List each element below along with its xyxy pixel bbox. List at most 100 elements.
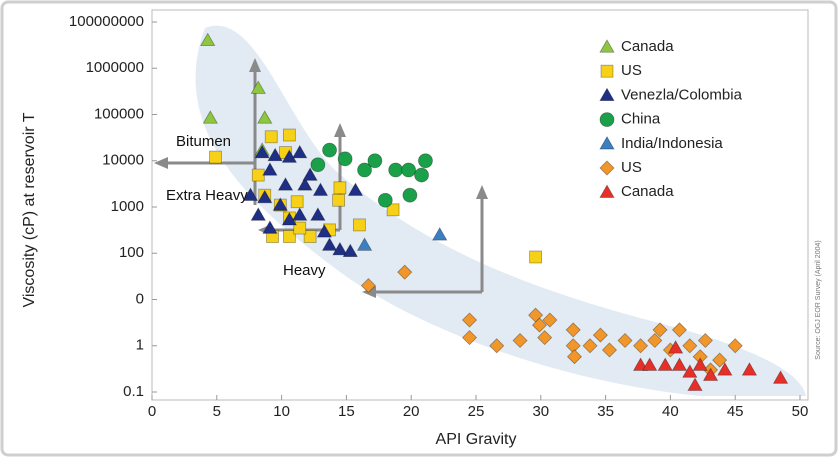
marker-square <box>529 250 543 264</box>
marker-triangle <box>202 110 219 124</box>
marker-circle <box>357 162 372 178</box>
marker-diamond <box>633 338 649 354</box>
x-tick-label: 10 <box>273 403 290 420</box>
marker-triangle <box>267 147 283 162</box>
y-tick-label: 10000 <box>102 152 144 169</box>
marker-triangle <box>682 364 698 378</box>
marker-triangle <box>297 177 313 191</box>
y-axis-title: Viscosity (cP) at reservoir T <box>21 112 38 307</box>
marker-circle <box>337 151 353 167</box>
marker-diamond <box>512 332 528 349</box>
marker-diamond <box>565 322 581 338</box>
marker-square <box>282 128 296 142</box>
marker-square <box>290 195 304 209</box>
marker-triangle <box>316 224 333 238</box>
y-tick-label: 0 <box>136 290 144 307</box>
marker-diamond <box>592 327 608 343</box>
legend-label: Canada <box>621 38 674 55</box>
marker-square <box>386 203 400 217</box>
marker-triangle <box>250 80 266 94</box>
marker-triangle <box>250 207 266 221</box>
marker-triangle <box>302 167 318 181</box>
marker-diamond <box>697 332 713 349</box>
marker-square <box>303 230 317 243</box>
marker-square <box>600 64 614 78</box>
marker-triangle <box>262 162 278 176</box>
marker-triangle <box>741 362 758 376</box>
marker-triangle <box>717 362 733 376</box>
annotation: Bitumen <box>176 133 231 150</box>
marker-circle <box>402 187 418 203</box>
marker-triangle <box>200 32 216 47</box>
legend-label: Venezla/Colombia <box>621 86 743 103</box>
x-axis-title: API Gravity <box>436 431 517 448</box>
marker-triangle <box>281 211 298 226</box>
marker-diamond <box>671 322 688 338</box>
legend-label: Canada <box>621 183 674 200</box>
x-tick-label: 40 <box>662 403 679 420</box>
marker-circle <box>414 167 429 183</box>
marker-triangle <box>692 357 708 371</box>
marker-triangle <box>657 357 673 371</box>
y-tick-label: 0.1 <box>123 383 144 400</box>
marker-triangle <box>242 187 259 201</box>
marker-triangle <box>772 370 789 384</box>
marker-triangle <box>356 237 373 251</box>
arrowhead <box>154 157 168 169</box>
marker-diamond <box>617 332 633 349</box>
marker-triangle <box>321 237 338 251</box>
marker-triangle <box>641 357 658 371</box>
x-tick-label: 15 <box>338 403 355 420</box>
marker-triangle <box>347 182 364 196</box>
marker-square <box>293 221 307 235</box>
marker-diamond <box>652 322 668 338</box>
marker-circle <box>377 192 393 208</box>
marker-diamond <box>360 278 376 294</box>
marker-circle <box>401 162 417 178</box>
x-tick-label: 0 <box>148 403 156 420</box>
marker-triangle <box>257 189 273 204</box>
marker-circle <box>418 153 433 169</box>
y-tick-label: 100 <box>119 244 144 261</box>
marker-triangle <box>292 144 308 159</box>
annotation: Heavy <box>283 262 326 279</box>
marker-triangle <box>342 243 358 257</box>
x-tick-label: 25 <box>468 403 485 420</box>
x-tick-label: 5 <box>213 403 221 420</box>
heavy-arrow <box>372 195 484 294</box>
marker-triangle <box>432 227 448 241</box>
marks <box>200 32 789 391</box>
marker-triangle <box>272 197 288 211</box>
marker-square <box>332 193 346 207</box>
y-tick-label: 1000 <box>111 198 144 215</box>
marker-triangle <box>262 220 278 234</box>
marker-diamond <box>489 338 505 354</box>
marker-triangle <box>277 177 294 191</box>
marker-square <box>282 230 296 243</box>
marker-diamond <box>601 342 618 358</box>
marker-triangle <box>310 207 326 221</box>
marker-circle <box>599 112 615 127</box>
source-note: Source: OGJ EOR Survey (April 2004) <box>815 240 822 359</box>
marker-circle <box>367 153 383 169</box>
marker-circle <box>388 162 404 178</box>
marker-diamond <box>566 349 583 365</box>
marker-diamond <box>397 264 413 280</box>
marker-triangle <box>599 184 615 198</box>
legend-label: US <box>621 159 642 176</box>
marker-triangle <box>599 39 615 53</box>
marker-triangle <box>292 207 308 221</box>
legend-label: US <box>621 62 642 79</box>
marker-triangle <box>671 357 688 371</box>
x-tick-label: 20 <box>403 403 420 420</box>
marker-triangle <box>599 87 615 102</box>
annotation: Extra Heavy <box>166 187 248 204</box>
marker-triangle <box>312 182 329 196</box>
x-tick-label: 50 <box>792 403 809 420</box>
marker-triangle <box>667 340 684 354</box>
marker-triangle <box>599 135 615 150</box>
marker-triangle <box>687 377 703 391</box>
marker-triangle <box>281 149 298 163</box>
marker-square <box>264 130 278 144</box>
